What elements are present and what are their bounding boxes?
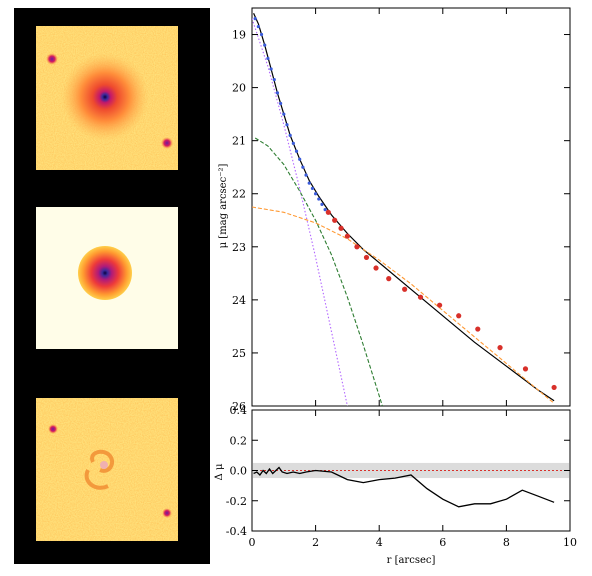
star-marker [161,137,173,149]
x-tick-label: 8 [503,536,510,549]
data-point [551,384,557,391]
bottom-y-tick-label: -0.2 [226,495,247,508]
data-point [497,345,503,351]
data-point [332,217,338,223]
data-point [263,43,267,47]
data-point [475,326,481,332]
data-point [282,112,286,116]
error-band [253,462,569,479]
top-y-tick-label: 23 [232,241,246,254]
data-point [323,208,327,212]
series-line-3 [252,206,555,404]
top-plot-frame [251,7,571,407]
data-point [522,366,529,372]
bottom-y-tick-label: 0.0 [230,465,248,478]
residual-line-0 [253,466,555,508]
surface-brightness-panel: 19 20 21 22 23 24 25 26 μ [mag arcsec⁻²] [218,7,571,413]
data-point [256,24,260,29]
data-point [417,294,424,300]
data-point [266,56,270,61]
residual-profile-panel: -0.4 -0.2 0.0 0.2 0.4 0 2 4 6 8 10 Δ μ r [arcsec] [214,404,577,566]
x-tick-label: 2 [312,536,319,549]
x-tick-label: 6 [439,536,446,549]
data-point [298,157,302,161]
data-point [253,17,257,21]
data-point [456,313,462,319]
data-point [269,67,273,71]
data-point [272,78,276,82]
top-y-tick-label: 22 [232,188,246,201]
top-y-tick-label: 26 [232,400,246,413]
series-line-0 [253,13,555,402]
bottom-y-tick-label: 0.2 [230,434,248,447]
top-y-tick-label: 21 [232,135,246,148]
top-y-tick-label: 25 [232,347,246,360]
residual-image [36,398,178,541]
data-point [437,302,443,308]
x-axis-label: r [arcsec] [387,555,436,566]
data-point [279,101,283,106]
top-y-tick-label: 19 [232,29,246,42]
top-y-axis-label: μ [mag arcsec⁻²] [218,164,229,249]
x-tick-label: 0 [249,536,256,549]
star-marker [46,53,58,65]
data-point [285,123,289,127]
data-point [317,197,321,201]
data-point [304,173,308,177]
data-point [259,32,264,37]
data-point [386,276,392,282]
data-point [320,202,324,206]
data-point [338,225,344,231]
star-marker [48,424,58,434]
model-image [36,207,178,349]
top-y-tick-label: 20 [232,82,246,95]
data-point [344,233,350,239]
data-point [402,286,408,292]
data-point [354,244,360,250]
data-point [291,141,295,145]
bottom-y-tick-label: -0.4 [226,525,247,538]
data-point [325,209,331,215]
data-point [294,149,299,153]
data-point [275,91,280,95]
x-tick-label: 4 [376,536,383,549]
data-point [373,265,379,271]
data-point [314,192,318,196]
x-tick-label: 10 [563,536,577,549]
series-line-2 [254,137,383,406]
bottom-y-axis-label: Δ μ [214,463,225,480]
bottom-y-tick-label: 0.4 [230,404,248,417]
observed-image [36,26,178,170]
data-point [310,186,315,191]
data-point [307,181,311,185]
data-point [363,254,370,261]
top-y-tick-label: 24 [232,294,246,307]
data-point [288,133,292,137]
data-point [301,165,305,169]
series-line-1 [252,18,348,406]
star-marker [162,508,172,518]
